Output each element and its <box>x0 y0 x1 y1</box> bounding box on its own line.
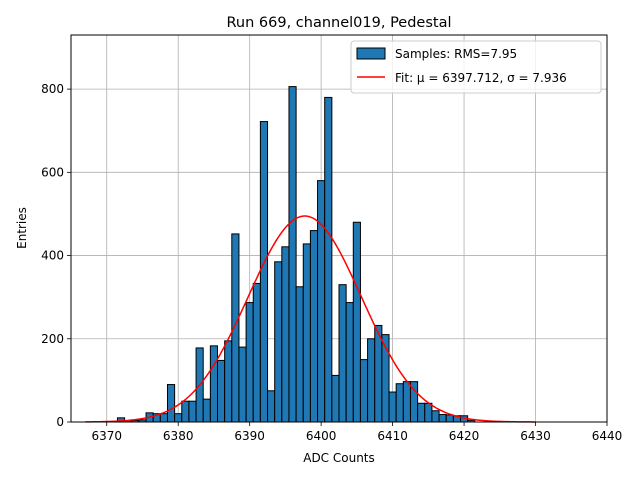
histogram-bar <box>188 400 197 423</box>
x-tick-label: 6440 <box>592 429 623 443</box>
histogram-bar <box>302 243 311 423</box>
histogram-bar <box>274 261 283 423</box>
histogram-bar <box>331 374 340 423</box>
legend-box <box>350 40 602 94</box>
histogram-bar <box>259 121 269 423</box>
histogram-bar <box>352 221 361 423</box>
histogram-bar <box>402 381 411 423</box>
histogram-bar <box>324 96 333 423</box>
x-tick-label: 6390 <box>234 429 265 443</box>
histogram-bar <box>252 282 261 423</box>
y-tick-label: 800 <box>41 82 64 96</box>
histogram-bar <box>174 413 183 423</box>
y-tick-label: 0 <box>56 415 64 429</box>
x-tick-label: 6370 <box>91 429 122 443</box>
legend-label-samples: Samples: RMS=7.95 <box>395 47 517 61</box>
histogram-bar <box>445 414 454 423</box>
y-tick-label: 600 <box>41 165 64 179</box>
chart-title: Run 669, channel019, Pedestal <box>226 15 451 31</box>
histogram-bar <box>359 359 369 423</box>
fit-curve <box>85 215 536 423</box>
histogram-bar <box>295 286 304 423</box>
histogram-bar <box>166 384 176 423</box>
histogram-bar <box>245 302 254 423</box>
x-tick-label: 6420 <box>449 429 480 443</box>
x-tick-label: 6410 <box>377 429 408 443</box>
histogram-bars <box>116 86 476 423</box>
histogram-bar <box>209 345 219 423</box>
y-axis-label: Entries <box>15 207 29 249</box>
x-tick-label: 6430 <box>520 429 551 443</box>
y-axis-ticks: 0 200 400 600 800 <box>41 82 71 429</box>
histogram-bar <box>424 402 433 423</box>
legend: Samples: RMS=7.95 Fit: μ = 6397.712, σ =… <box>350 40 602 94</box>
x-axis-ticks: 6370 6380 6390 6400 6410 6420 6430 6440 <box>91 422 622 443</box>
histogram-bar <box>374 324 383 423</box>
plot-frame <box>70 34 608 423</box>
histogram-bar <box>338 284 347 423</box>
histogram-bar <box>317 180 326 423</box>
histogram-bar <box>367 338 376 423</box>
y-tick-label: 400 <box>41 249 64 263</box>
x-axis-label: ADC Counts <box>303 451 375 465</box>
histogram-bar <box>388 391 397 423</box>
histogram-bar <box>288 86 297 423</box>
histogram-bar <box>281 246 290 423</box>
histogram-bar <box>202 398 211 423</box>
x-tick-label: 6380 <box>163 429 194 443</box>
histogram-bar <box>217 359 226 423</box>
legend-swatch-samples <box>356 47 386 60</box>
histogram-bar <box>181 400 190 423</box>
histogram-bar <box>417 402 426 423</box>
legend-label-fit: Fit: μ = 6397.712, σ = 7.936 <box>395 71 567 85</box>
histogram-bar <box>224 340 233 423</box>
histogram-bar <box>438 414 447 423</box>
histogram-bar <box>345 302 354 423</box>
histogram-bar <box>395 383 404 423</box>
histogram-bar <box>267 390 276 423</box>
x-tick-label: 6400 <box>306 429 337 443</box>
histogram-bar <box>231 233 240 423</box>
histogram-bar <box>238 346 247 423</box>
histogram-bar <box>159 413 168 423</box>
histogram-bar <box>431 410 440 423</box>
histogram-bar <box>309 230 319 423</box>
y-tick-label: 200 <box>41 332 64 346</box>
